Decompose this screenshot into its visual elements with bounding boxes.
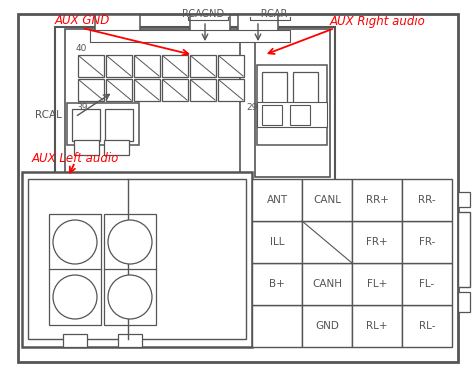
Bar <box>72 109 100 141</box>
Bar <box>190 55 216 77</box>
Bar <box>118 334 142 347</box>
Text: RR-: RR- <box>418 195 436 205</box>
Text: CANL: CANL <box>313 195 341 205</box>
Bar <box>257 65 327 145</box>
Bar <box>78 79 104 101</box>
Text: GND: GND <box>315 321 339 331</box>
Text: B+: B+ <box>269 279 285 289</box>
Bar <box>402 179 452 221</box>
Text: 39: 39 <box>76 103 88 112</box>
Text: RL-: RL- <box>419 321 435 331</box>
Bar <box>134 55 160 77</box>
Bar <box>458 292 470 312</box>
Bar <box>257 102 327 127</box>
Bar <box>252 221 302 263</box>
Bar <box>106 55 132 77</box>
Bar <box>162 55 188 77</box>
Bar <box>190 79 216 101</box>
Bar <box>106 79 132 101</box>
Bar <box>238 15 278 37</box>
Circle shape <box>108 220 152 264</box>
Bar <box>252 305 302 347</box>
Bar <box>252 263 302 305</box>
Bar <box>352 263 402 305</box>
Text: RCAL: RCAL <box>35 110 62 120</box>
Text: —RCAR: —RCAR <box>252 9 288 19</box>
Bar <box>74 140 99 155</box>
Bar <box>134 79 160 101</box>
Bar <box>104 214 156 270</box>
Bar <box>262 72 287 107</box>
Text: 40: 40 <box>76 44 87 53</box>
Bar <box>67 103 139 145</box>
Bar <box>293 72 318 107</box>
Bar <box>104 269 156 325</box>
Circle shape <box>53 275 97 319</box>
Bar <box>352 179 402 221</box>
Text: RR+: RR+ <box>365 195 388 205</box>
Bar <box>55 27 335 182</box>
Bar <box>255 29 330 177</box>
Text: CANH: CANH <box>312 279 342 289</box>
Bar <box>104 140 129 155</box>
Bar <box>262 105 282 125</box>
Bar <box>302 263 352 305</box>
Bar <box>302 179 352 221</box>
Bar <box>95 15 140 37</box>
Text: FR-: FR- <box>419 237 435 247</box>
Bar <box>290 105 310 125</box>
Bar <box>252 179 302 221</box>
Circle shape <box>53 220 97 264</box>
Bar <box>218 55 244 77</box>
Bar <box>49 269 101 325</box>
Bar <box>352 221 402 263</box>
Circle shape <box>108 275 152 319</box>
Bar <box>402 221 452 263</box>
Text: AUX Right audio: AUX Right audio <box>330 14 426 28</box>
Bar <box>63 334 87 347</box>
Bar <box>402 305 452 347</box>
Bar <box>90 30 290 42</box>
Bar <box>302 221 352 263</box>
Text: FR+: FR+ <box>366 237 388 247</box>
Bar <box>302 305 352 347</box>
Bar <box>78 55 104 77</box>
Bar <box>458 212 470 287</box>
Text: AUX Left audio: AUX Left audio <box>32 153 119 166</box>
Text: RCAGND—: RCAGND— <box>182 9 234 19</box>
Bar <box>28 179 246 339</box>
Bar <box>402 263 452 305</box>
Text: FL+: FL+ <box>367 279 387 289</box>
Text: ILL: ILL <box>270 237 284 247</box>
Text: AUX GND: AUX GND <box>55 14 110 28</box>
Bar <box>22 172 252 347</box>
Bar <box>352 305 402 347</box>
Text: RL+: RL+ <box>366 321 388 331</box>
Bar <box>190 15 230 37</box>
Bar <box>105 109 133 141</box>
Bar <box>49 214 101 270</box>
Text: 29: 29 <box>246 103 257 112</box>
Text: FL-: FL- <box>419 279 435 289</box>
Text: ANT: ANT <box>266 195 288 205</box>
Bar <box>218 79 244 101</box>
Bar <box>65 29 240 177</box>
Bar <box>162 79 188 101</box>
Bar <box>458 192 470 207</box>
